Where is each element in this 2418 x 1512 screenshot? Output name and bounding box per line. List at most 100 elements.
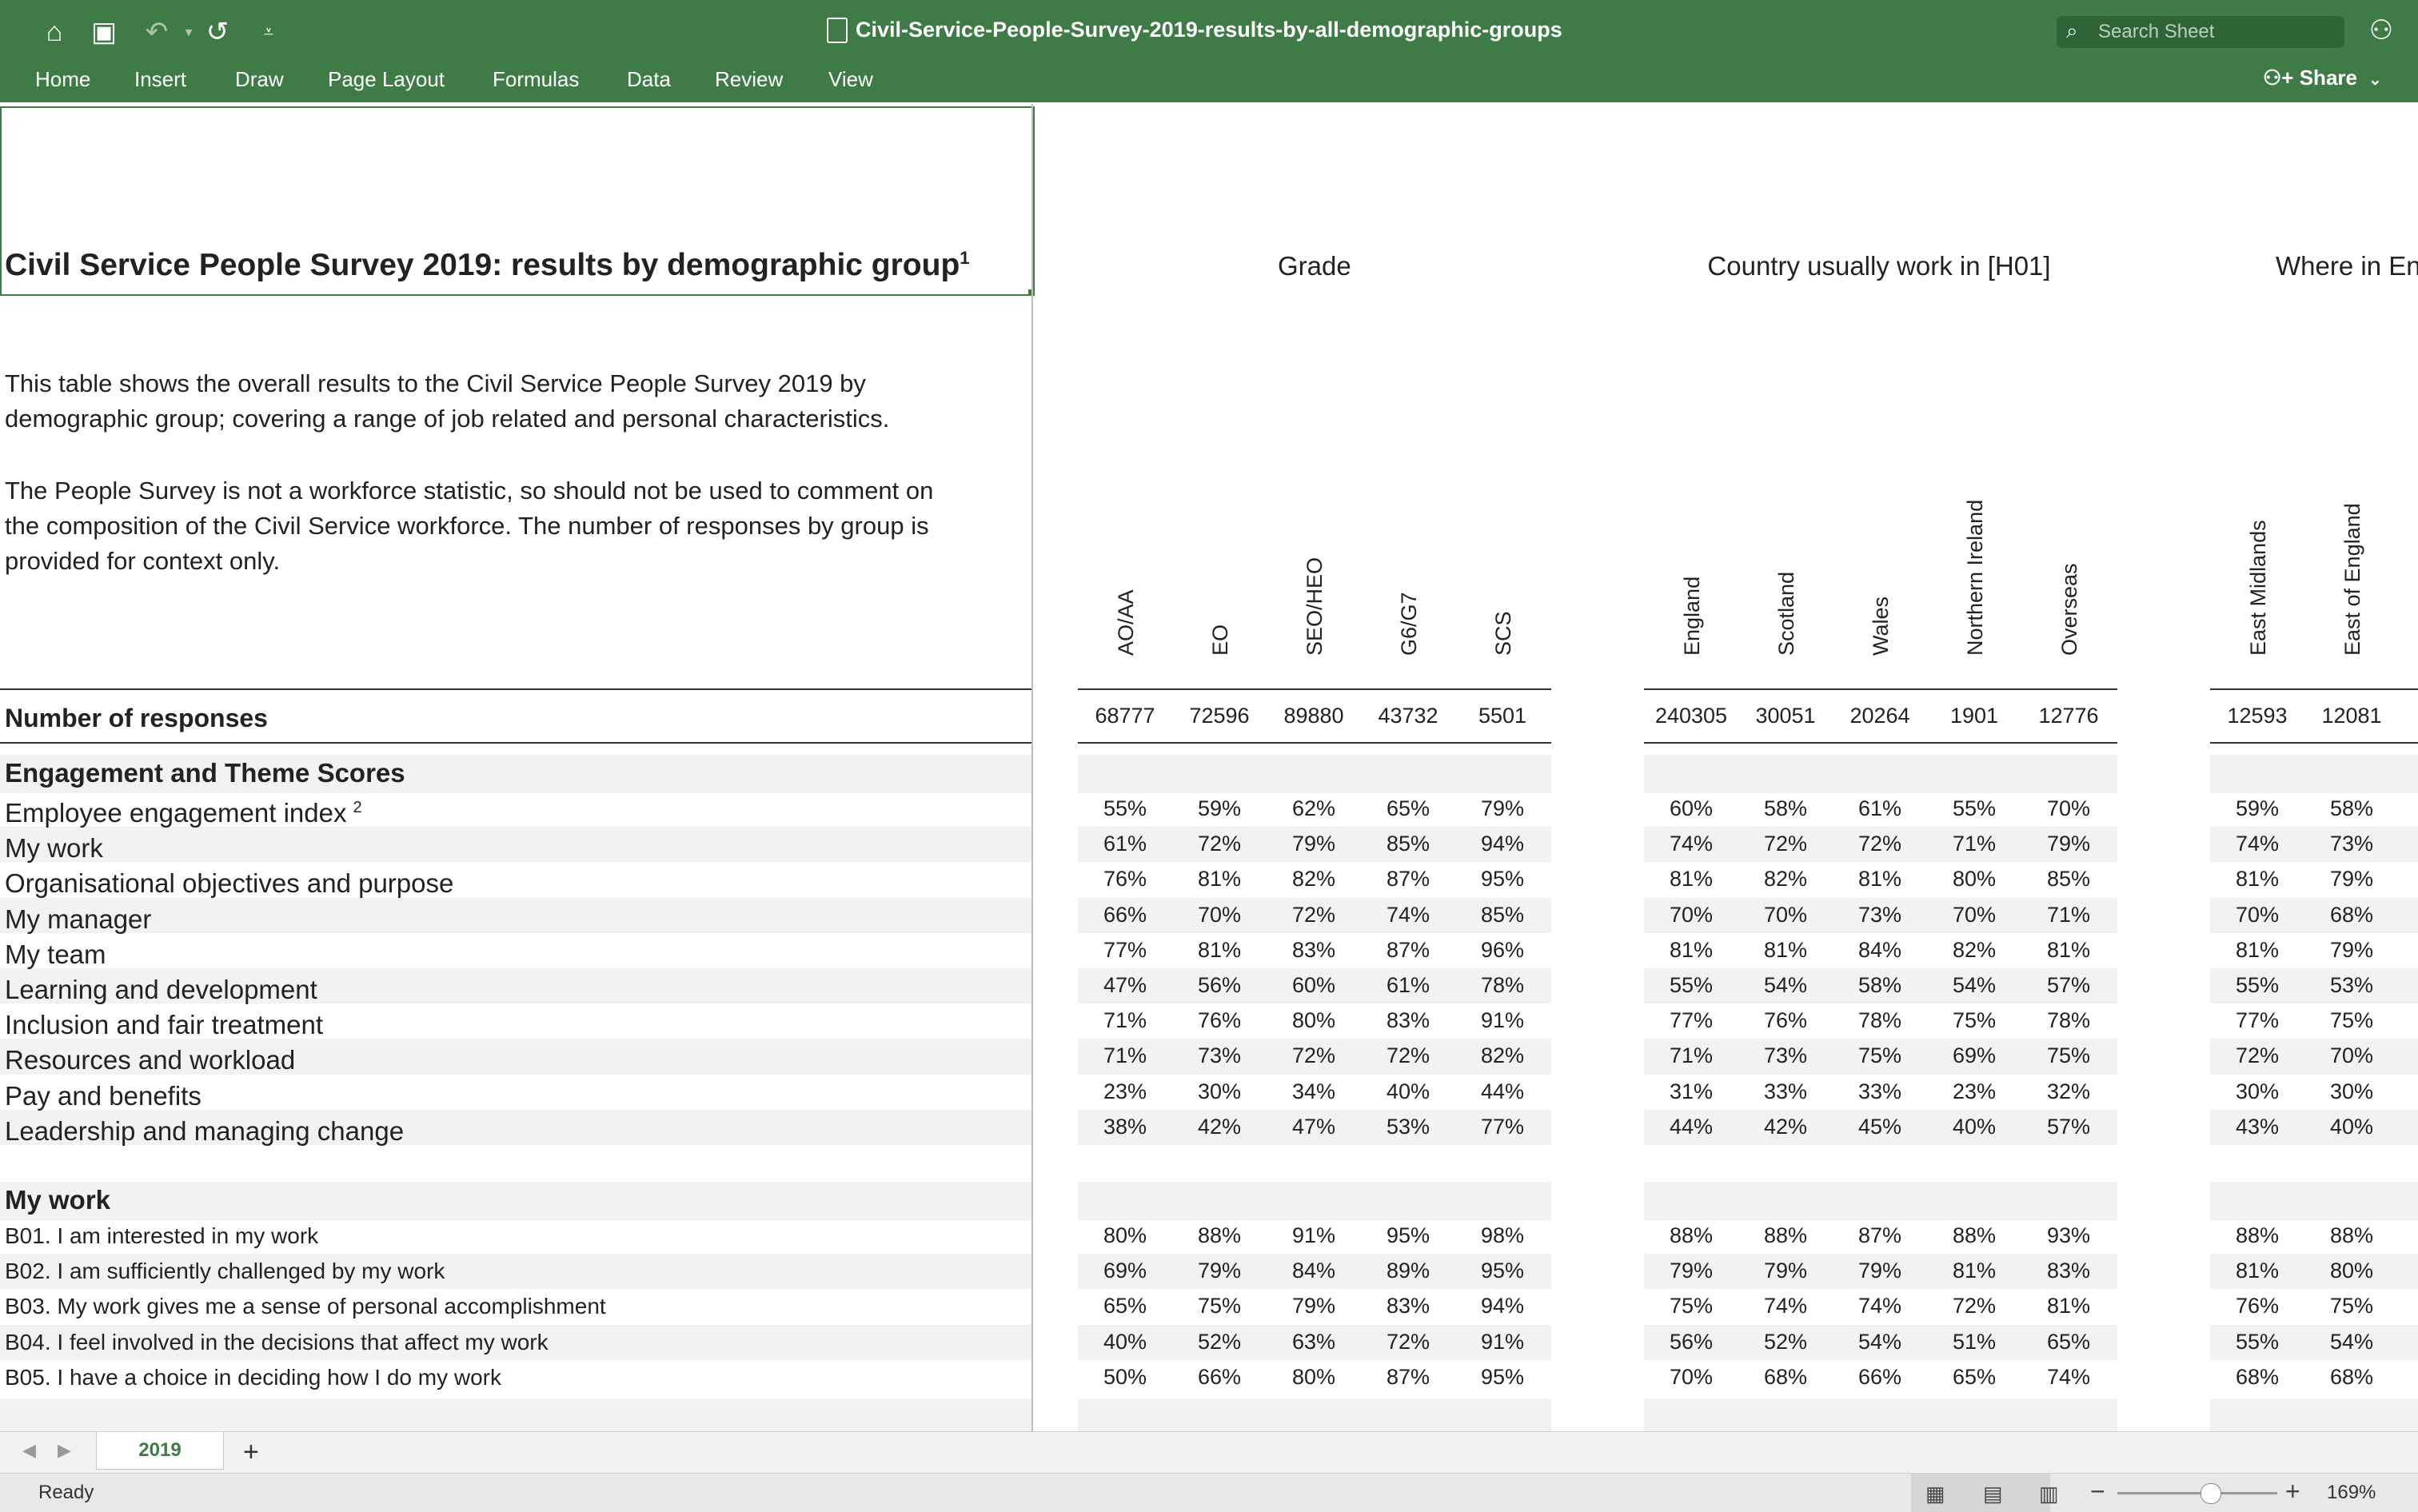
title-footnote: 1: [960, 248, 970, 268]
undo-dropdown-icon[interactable]: ▾: [185, 24, 193, 40]
pct-cell: 72%: [1291, 1043, 1336, 1068]
pct-cell: 33%: [1857, 1079, 1902, 1103]
pct-cell: 73%: [1857, 902, 1902, 927]
pct-cell: 76%: [1197, 1008, 1242, 1033]
pct-cell: 80%: [1952, 867, 1997, 892]
pct-cell: 72%: [1386, 1043, 1430, 1068]
pct-cell: 54%: [1857, 1329, 1902, 1354]
pct-cell: 95%: [1386, 1223, 1430, 1247]
pct-cell: 88%: [1763, 1223, 1808, 1247]
row-label-text: B01. I am interested in my work: [5, 1223, 319, 1248]
share-button[interactable]: ⚇+ Share ⌄: [2263, 66, 2382, 90]
freeze-pane-divider: [1031, 104, 1033, 1431]
row-band: [0, 1182, 1031, 1220]
pct-cell: 74%: [1386, 902, 1430, 927]
pct-cell: 87%: [1857, 1223, 1902, 1247]
pct-cell: 79%: [1480, 796, 1525, 820]
row-band: [0, 1039, 1031, 1075]
pct-cell: 71%: [2046, 902, 2091, 927]
menu-insert[interactable]: Insert: [134, 67, 187, 91]
worksheet-grid[interactable]: Civil Service People Survey 2019: result…: [0, 104, 2418, 1431]
row-band: [2210, 1109, 2418, 1145]
pct-cell: 83%: [1386, 1294, 1430, 1319]
row-band: [0, 755, 1031, 793]
zoom-slider[interactable]: [2117, 1492, 2277, 1494]
group-header-2: Where in En: [2276, 251, 2418, 281]
menu-formulas[interactable]: Formulas: [493, 67, 580, 91]
home-icon[interactable]: ⌂: [46, 17, 63, 47]
pct-cell: 77%: [1669, 1008, 1714, 1033]
pct-cell: 71%: [1952, 832, 1997, 856]
pct-cell: 61%: [1103, 832, 1147, 856]
pct-cell: 55%: [1103, 796, 1147, 820]
row-label: Organisational objectives and purpose: [5, 868, 453, 899]
pct-cell: 85%: [1480, 902, 1525, 927]
zoom-level[interactable]: 169%: [2327, 1482, 2376, 1503]
pct-cell: 55%: [1669, 973, 1714, 997]
zoom-slider-thumb[interactable]: [2201, 1483, 2221, 1504]
tab-scroll-left-icon[interactable]: ◀: [22, 1440, 36, 1460]
menu-data[interactable]: Data: [627, 67, 671, 91]
row-band: [1078, 1109, 1551, 1145]
column-header: East of England: [2340, 503, 2364, 656]
normal-view-icon[interactable]: ▦: [1925, 1482, 1945, 1506]
status-ready: Ready: [38, 1482, 94, 1503]
pct-cell: 72%: [1857, 832, 1902, 856]
column-header: EO: [1208, 624, 1232, 656]
save-icon[interactable]: ▣: [90, 17, 118, 47]
pct-cell: 75%: [2329, 1008, 2374, 1033]
row-label-text: Organisational objectives and purpose: [5, 868, 454, 899]
intro-line-2: demographic group; covering a range of j…: [5, 405, 890, 433]
row-label: Resources and workload: [5, 1045, 295, 1075]
page-layout-view-icon[interactable]: ▤: [1983, 1482, 2003, 1506]
pct-cell: 68%: [2329, 902, 2374, 927]
search-sheet-input[interactable]: ⌕ Search Sheet: [2057, 16, 2344, 48]
pct-cell: 80%: [2329, 1259, 2374, 1283]
pct-cell: 79%: [1197, 1259, 1242, 1283]
pct-cell: 59%: [1197, 796, 1242, 820]
responses-rule-left: [0, 742, 1031, 744]
row-label: My team: [5, 940, 106, 970]
add-sheet-button[interactable]: +: [243, 1437, 259, 1467]
pct-cell: 72%: [1291, 902, 1336, 927]
response-count: 68777: [1095, 704, 1155, 728]
pct-cell: 75%: [1952, 1008, 1997, 1033]
menu-draw[interactable]: Draw: [235, 67, 284, 91]
group-rule-bottom-1: [1644, 742, 2117, 744]
redo-icon[interactable]: ↺: [205, 17, 229, 47]
menu-home[interactable]: Home: [35, 67, 91, 91]
pct-cell: 45%: [1857, 1114, 1902, 1139]
zoom-in-button[interactable]: +: [2285, 1477, 2300, 1506]
view-mode-group: [1911, 1474, 2050, 1512]
undo-icon[interactable]: ↶: [145, 17, 169, 47]
menu-view[interactable]: View: [828, 67, 873, 91]
pct-cell: 40%: [1386, 1079, 1430, 1103]
row-band: [1644, 897, 2117, 933]
zoom-out-button[interactable]: −: [2090, 1477, 2105, 1506]
pct-cell: 66%: [1197, 1364, 1242, 1389]
chevron-down-icon: ⌄: [2368, 71, 2382, 89]
row-band: [1644, 1398, 2117, 1431]
user-account-icon[interactable]: ⚇: [2368, 15, 2394, 46]
row-label: Pay and benefits: [5, 1081, 202, 1111]
row-label: Learning and development: [5, 975, 317, 1005]
row-label-text: My manager: [5, 904, 152, 934]
pct-cell: 40%: [2329, 1114, 2374, 1139]
pct-cell: 56%: [1669, 1329, 1714, 1354]
row-band: [0, 1324, 1031, 1360]
row-band: [1078, 897, 1551, 933]
sheet-tab-2019[interactable]: 2019: [96, 1432, 224, 1470]
row-label-text: B02. I am sufficiently challenged by my …: [5, 1259, 445, 1284]
pct-cell: 52%: [1197, 1329, 1242, 1354]
customize-toolbar-icon[interactable]: ⩡: [263, 22, 274, 42]
menu-page-layout[interactable]: Page Layout: [328, 67, 445, 91]
pct-cell: 79%: [2046, 832, 2091, 856]
pct-cell: 78%: [1857, 1008, 1902, 1033]
row-band: [2210, 1398, 2418, 1431]
pct-cell: 54%: [1763, 973, 1808, 997]
pct-cell: 65%: [1386, 796, 1430, 820]
menu-review[interactable]: Review: [715, 67, 784, 91]
tab-scroll-right-icon[interactable]: ▶: [58, 1440, 71, 1460]
row-label: B03. My work gives me a sense of persona…: [5, 1294, 606, 1319]
page-break-view-icon[interactable]: ▥: [2039, 1482, 2059, 1506]
